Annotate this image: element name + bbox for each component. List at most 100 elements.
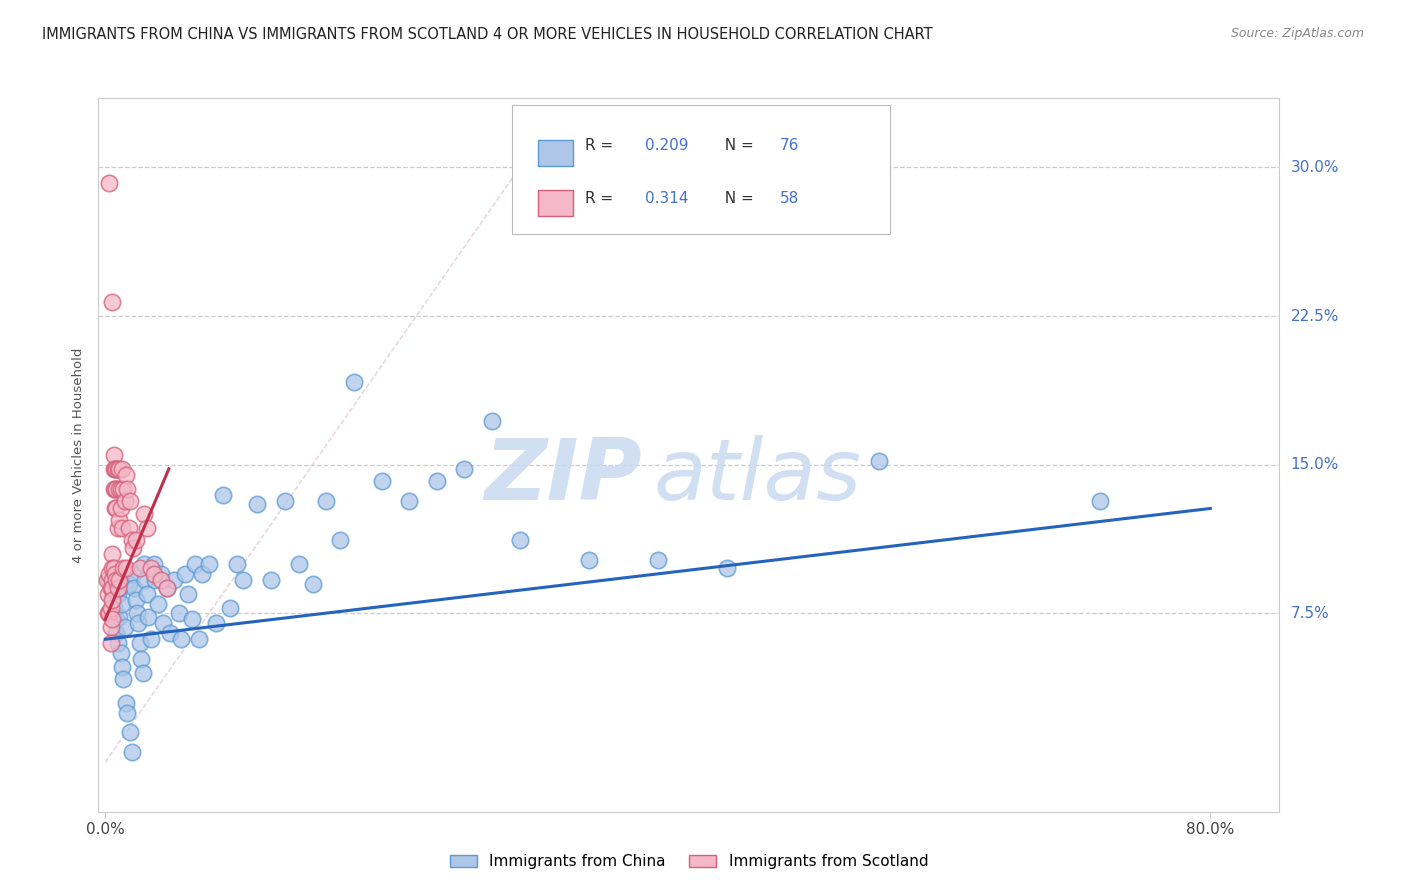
Point <box>104 566 127 581</box>
Point <box>716 561 738 575</box>
Point <box>301 576 323 591</box>
Point <box>115 561 138 575</box>
Text: 0.209: 0.209 <box>645 137 689 153</box>
Point <box>107 581 129 595</box>
Point <box>120 493 142 508</box>
Text: 15.0%: 15.0% <box>1291 458 1339 473</box>
Point <box>167 607 190 621</box>
Text: Source: ZipAtlas.com: Source: ZipAtlas.com <box>1230 27 1364 40</box>
Text: 30.0%: 30.0% <box>1291 160 1339 175</box>
Point <box>112 561 135 575</box>
Point <box>101 573 124 587</box>
Point <box>105 573 128 587</box>
Point <box>101 592 124 607</box>
Point <box>111 660 134 674</box>
Point <box>188 632 211 647</box>
Text: R =: R = <box>585 137 619 153</box>
Point <box>97 607 120 621</box>
Point <box>184 557 207 571</box>
Point <box>104 482 127 496</box>
Point <box>131 665 153 680</box>
Point <box>127 607 149 621</box>
Point <box>139 561 162 575</box>
Text: R =: R = <box>585 191 619 205</box>
Point <box>146 597 169 611</box>
Y-axis label: 4 or more Vehicles in Household: 4 or more Vehicles in Household <box>72 347 86 563</box>
Point <box>232 573 254 587</box>
Point <box>453 462 475 476</box>
Text: 0.314: 0.314 <box>645 191 689 205</box>
Point <box>287 557 309 571</box>
Point <box>1088 493 1111 508</box>
Point <box>108 573 131 587</box>
Point <box>96 573 118 587</box>
Point <box>107 587 129 601</box>
Point <box>398 493 420 508</box>
Point <box>142 566 165 581</box>
Point <box>143 573 166 587</box>
Point <box>426 474 449 488</box>
Point <box>110 482 132 496</box>
Point <box>100 581 122 595</box>
Point <box>110 573 132 587</box>
Point <box>177 587 200 601</box>
Point <box>108 513 131 527</box>
Point <box>103 462 125 476</box>
Point <box>111 597 134 611</box>
Point <box>100 600 122 615</box>
Point <box>105 612 128 626</box>
Point <box>120 725 142 739</box>
FancyBboxPatch shape <box>537 140 574 166</box>
Point <box>105 462 128 476</box>
Text: 22.5%: 22.5% <box>1291 309 1339 324</box>
Point <box>118 521 141 535</box>
Point <box>107 636 129 650</box>
Point <box>110 501 132 516</box>
Point <box>578 553 600 567</box>
Point <box>117 706 139 720</box>
Text: ZIP: ZIP <box>484 434 641 518</box>
Text: N =: N = <box>714 191 759 205</box>
Point <box>163 573 186 587</box>
Point <box>110 646 132 660</box>
Point <box>149 566 172 581</box>
Point <box>108 462 131 476</box>
Point <box>124 581 146 595</box>
Point <box>101 612 124 626</box>
Point <box>181 612 204 626</box>
Point <box>108 581 131 595</box>
Text: 76: 76 <box>780 137 799 153</box>
FancyBboxPatch shape <box>512 105 890 234</box>
Point <box>129 652 152 666</box>
Point <box>114 620 136 634</box>
Point <box>103 600 125 615</box>
Point <box>103 482 125 496</box>
Point <box>101 581 124 595</box>
Point <box>105 626 128 640</box>
FancyBboxPatch shape <box>537 190 574 216</box>
Point <box>114 493 136 508</box>
Point <box>122 541 145 555</box>
Point <box>108 610 131 624</box>
Point <box>98 607 121 621</box>
Point <box>125 592 148 607</box>
Point <box>127 616 149 631</box>
Point <box>868 454 890 468</box>
Point <box>125 533 148 548</box>
Text: IMMIGRANTS FROM CHINA VS IMMIGRANTS FROM SCOTLAND 4 OR MORE VEHICLES IN HOUSEHOL: IMMIGRANTS FROM CHINA VS IMMIGRANTS FROM… <box>42 27 932 42</box>
Point <box>111 521 134 535</box>
Point <box>132 557 155 571</box>
Point <box>509 533 531 548</box>
Point <box>112 482 135 496</box>
Point <box>97 587 120 601</box>
Text: 58: 58 <box>780 191 799 205</box>
Point <box>149 573 172 587</box>
Point <box>142 557 165 571</box>
Point <box>198 557 221 571</box>
Point <box>139 632 162 647</box>
Point <box>329 533 352 548</box>
Point <box>136 610 159 624</box>
Point <box>101 591 124 605</box>
Point <box>103 561 125 575</box>
Point <box>104 462 127 476</box>
